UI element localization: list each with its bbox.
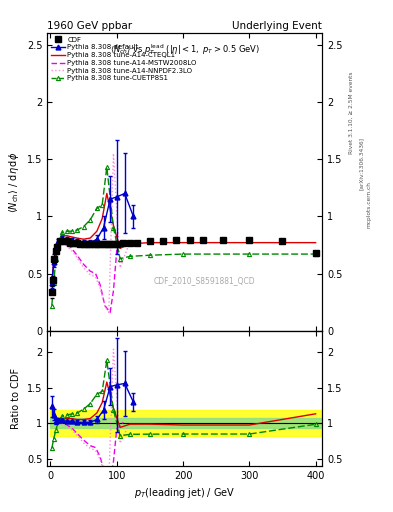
Text: $\langle N_{ch}\rangle$ vs $p_T^\mathrm{lead}$ ($|\eta| < 1,\ p_T > 0.5$ GeV): $\langle N_{ch}\rangle$ vs $p_T^\mathrm{… [110, 42, 260, 57]
Legend: CDF, Pythia 8.308 default, Pythia 8.308 tune-A14-CTEQL1, Pythia 8.308 tune-A14-M: CDF, Pythia 8.308 default, Pythia 8.308 … [49, 35, 198, 83]
Y-axis label: Ratio to CDF: Ratio to CDF [11, 368, 21, 429]
Text: Rivet 3.1.10, ≥ 2.5M events: Rivet 3.1.10, ≥ 2.5M events [349, 71, 354, 154]
Text: 1960 GeV ppbar: 1960 GeV ppbar [47, 21, 132, 31]
Text: Underlying Event: Underlying Event [232, 21, 322, 31]
Text: CDF_2010_S8591881_QCD: CDF_2010_S8591881_QCD [153, 275, 255, 285]
Y-axis label: $\langle N_\mathrm{ch}\rangle\ /\ \mathrm{d}\eta\,\mathrm{d}\phi$: $\langle N_\mathrm{ch}\rangle\ /\ \mathr… [7, 152, 21, 212]
Text: mcplots.cern.ch: mcplots.cern.ch [367, 181, 372, 228]
X-axis label: $p_T$(leading jet) / GeV: $p_T$(leading jet) / GeV [134, 486, 235, 500]
Text: [arXiv:1306.3436]: [arXiv:1306.3436] [359, 137, 364, 190]
